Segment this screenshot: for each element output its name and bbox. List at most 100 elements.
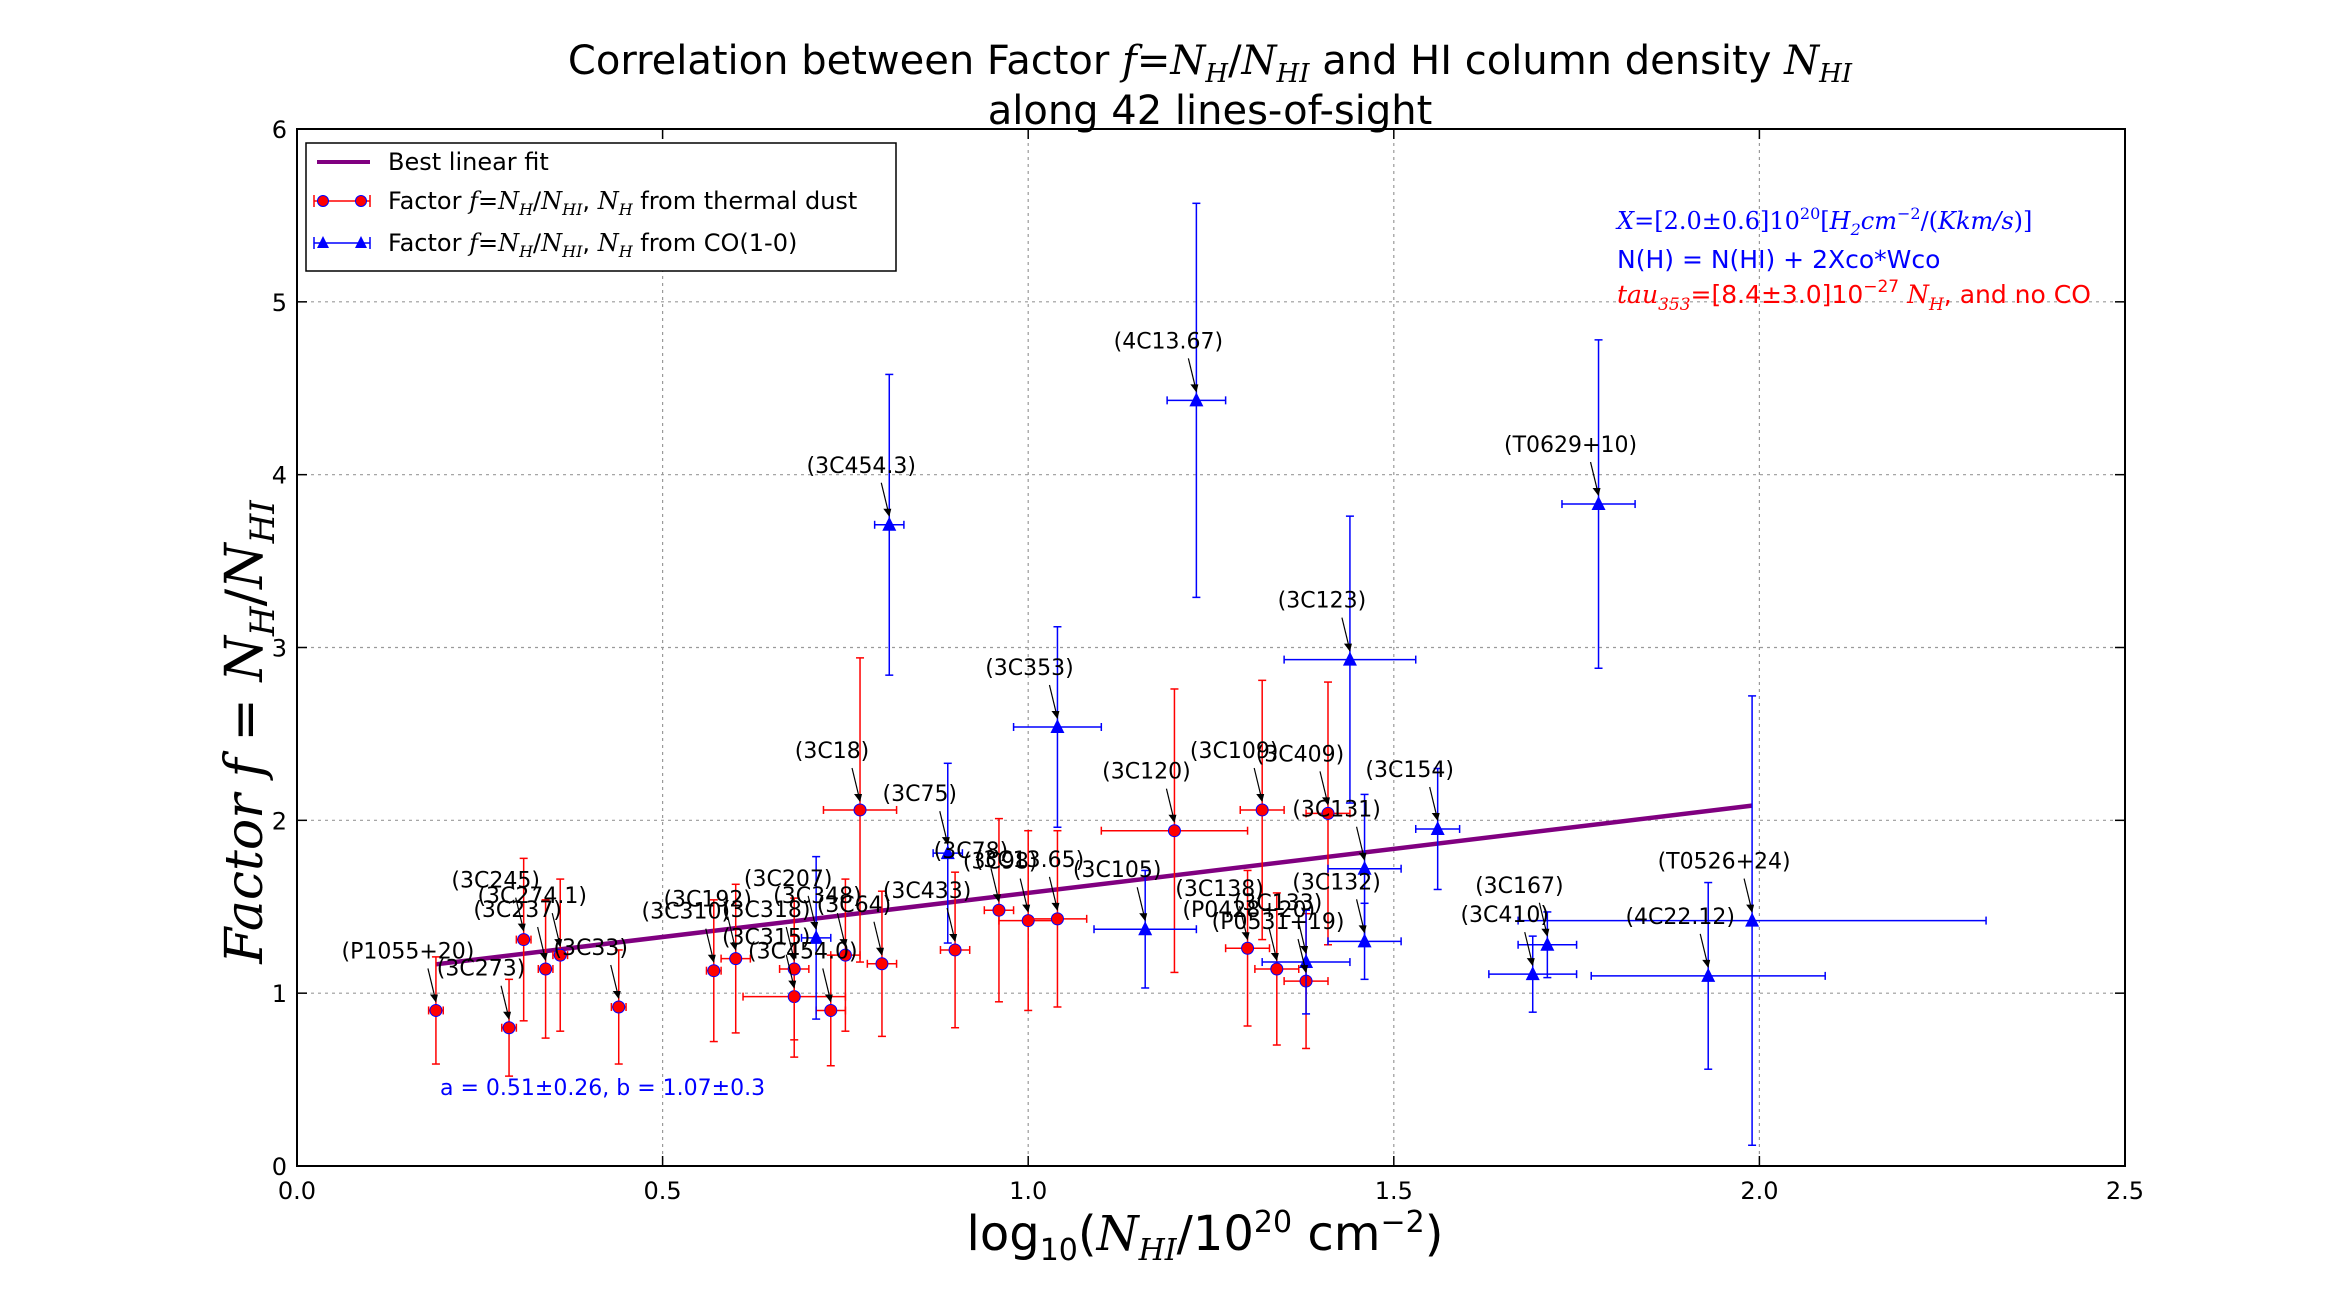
point-label: (3C237) xyxy=(473,898,562,923)
co-data-point xyxy=(1283,515,1417,804)
x-axis-label: log10(NHI/1020 cm−2) xyxy=(967,1205,1444,1268)
point-label: (3C78) xyxy=(934,839,1009,864)
label-arrowhead xyxy=(1431,812,1440,821)
dust-data-point xyxy=(983,817,1015,1003)
dust-marker xyxy=(729,952,743,966)
plot-frame xyxy=(296,128,2126,1167)
point-label: (3C353) xyxy=(985,656,1074,681)
ticks-layer: 0.0 0.5 1.0 1.5 2.0 2.5 0 1 2 3 4 5 6 xyxy=(272,116,2144,1205)
y-tick-label: 0 xyxy=(272,1153,287,1181)
y-tick-label: 2 xyxy=(272,807,287,835)
point-label: (3C18) xyxy=(795,739,870,764)
label-arrowhead xyxy=(941,837,950,846)
dust-marker xyxy=(1321,806,1335,820)
label-arrowhead xyxy=(1321,797,1330,806)
co-data-point xyxy=(1327,793,1402,944)
co-marker xyxy=(1701,967,1716,982)
co-data-point xyxy=(1261,909,1351,1015)
dust-marker xyxy=(992,903,1006,917)
legend: Best linear fit Factor f=NH/NHI, NH from… xyxy=(305,142,897,272)
label-arrowhead xyxy=(612,990,621,999)
y-tick-label: 5 xyxy=(272,289,287,317)
dust-data-point xyxy=(705,899,722,1043)
point-label: (P0531+19) xyxy=(1212,910,1345,935)
dust-data-point xyxy=(1239,679,1285,941)
dust-data-point xyxy=(537,899,554,1039)
co-data-point xyxy=(1166,202,1227,599)
dust-data-point xyxy=(778,897,810,1041)
grid-layer xyxy=(297,129,2125,1166)
x-tick-label: 1.5 xyxy=(1375,1177,1413,1205)
label-arrowhead xyxy=(1343,643,1352,652)
point-label: (4C22.12) xyxy=(1625,905,1735,930)
co-marker xyxy=(1050,719,1065,734)
label-arrowhead xyxy=(503,1011,512,1020)
point-label: (3C318) xyxy=(722,898,811,923)
annotation-xco: X=[2.0±0.6]1020[H2cm−2/(Kkm/s)] xyxy=(1615,204,2032,239)
point-label: (T0526+24) xyxy=(1658,850,1791,875)
point-label: (T0629+10) xyxy=(1504,433,1637,458)
label-arrowhead xyxy=(517,923,526,932)
point-label: (P1055+20) xyxy=(341,939,474,964)
co-marker xyxy=(1540,936,1555,951)
point-label: (3C245) xyxy=(451,869,540,894)
point-label: (3C207) xyxy=(744,867,833,892)
dust-data-point xyxy=(830,878,861,1032)
dust-data-point xyxy=(720,883,752,1034)
co-marker xyxy=(1357,933,1372,948)
point-label: (3C274.1) xyxy=(477,884,587,909)
label-arrowhead xyxy=(824,994,833,1003)
dust-data-point xyxy=(822,657,898,963)
dust-marker xyxy=(838,948,852,962)
label-arrowhead xyxy=(854,793,863,802)
point-label: (P0428+20) xyxy=(1182,898,1315,923)
dust-data-point xyxy=(815,954,847,1067)
annotation-nh-formula: N(H) = N(HI) + 2Xco*Wco xyxy=(1617,245,1940,274)
point-label: (3C123) xyxy=(1278,589,1367,614)
co-marker xyxy=(1342,651,1357,666)
label-arrowhead xyxy=(539,952,548,961)
label-arrowhead xyxy=(1702,959,1711,968)
dust-data-point xyxy=(427,956,444,1065)
label-arrowhead xyxy=(1256,793,1265,802)
dust-marker xyxy=(1050,912,1064,926)
dust-marker xyxy=(553,948,567,962)
dust-data-point xyxy=(1100,688,1249,974)
co-marker xyxy=(809,929,824,944)
point-label: (3C13.65) xyxy=(975,848,1085,873)
co-marker xyxy=(1745,912,1760,927)
points-layer xyxy=(427,202,1987,1147)
y-axis-label: Factor f = NH/NHI xyxy=(215,500,283,965)
dust-marker xyxy=(1167,824,1181,838)
label-arrowhead xyxy=(1139,913,1148,922)
legend-dust-label: Factor f=NH/NHI, NH from thermal dust xyxy=(388,187,857,219)
co-marker xyxy=(940,845,955,860)
co-data-point xyxy=(1093,869,1198,989)
label-arrowhead xyxy=(1051,711,1060,720)
label-arrowhead xyxy=(1746,904,1755,913)
legend-fit-label: Best linear fit xyxy=(388,148,549,176)
label-arrowhead xyxy=(1051,902,1060,911)
dust-marker xyxy=(502,1021,516,1035)
point-label: (3C167) xyxy=(1475,874,1564,899)
co-data-point xyxy=(1327,902,1402,981)
co-marker xyxy=(1138,921,1153,936)
dust-data-point xyxy=(1224,869,1271,1027)
point-label: (3C109) xyxy=(1190,739,1279,764)
legend-co-label: Factor f=NH/NHI, NH from CO(1-0) xyxy=(388,229,797,261)
point-label: (3C348) xyxy=(773,884,862,909)
point-label: (3C75) xyxy=(883,782,958,807)
label-arrowhead xyxy=(810,921,819,930)
co-data-point xyxy=(1561,339,1636,669)
label-arrowhead xyxy=(1168,814,1177,823)
x-tick-label: 0.0 xyxy=(278,1177,316,1205)
co-data-point xyxy=(1488,935,1578,1013)
co-marker xyxy=(882,516,897,531)
x-tick-label: 0.5 xyxy=(644,1177,682,1205)
co-data-point xyxy=(1590,881,1826,1070)
fit-parameters-label: a = 0.51±0.26, b = 1.07±0.3 xyxy=(440,1076,765,1101)
co-marker xyxy=(1591,496,1606,511)
label-arrowhead xyxy=(429,994,438,1003)
y-tick-label: 3 xyxy=(272,635,287,663)
